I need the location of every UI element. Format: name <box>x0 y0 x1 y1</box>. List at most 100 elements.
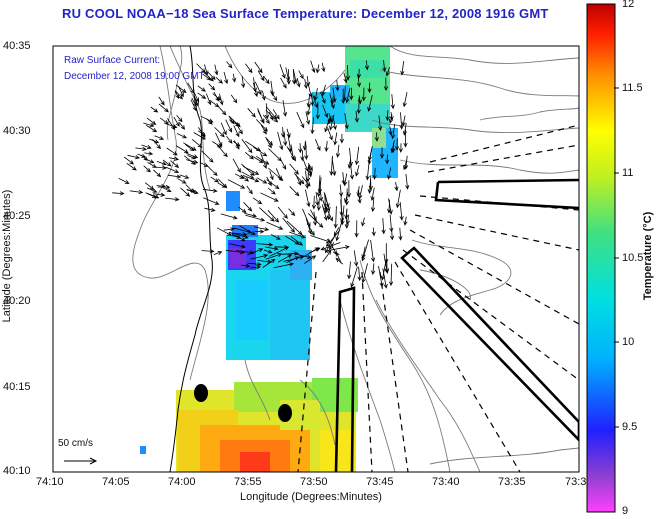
current-vector <box>322 104 329 118</box>
current-vector <box>250 253 269 260</box>
current-vector <box>383 77 389 92</box>
current-vector <box>394 182 399 192</box>
current-vector <box>332 115 337 131</box>
current-vector <box>354 146 360 166</box>
current-vector <box>338 184 344 198</box>
current-vector <box>265 138 272 149</box>
colorbar-tick-label: 9.5 <box>622 421 638 433</box>
current-vector <box>201 150 214 163</box>
current-vector <box>292 253 312 259</box>
current-vector <box>335 251 342 264</box>
current-vector <box>231 232 248 237</box>
current-vector <box>255 155 270 165</box>
current-vector <box>302 140 307 151</box>
current-vector <box>310 209 317 222</box>
map-title: RU COOL NOAA−18 Sea Surface Temperature:… <box>62 6 549 21</box>
current-vector <box>150 106 159 113</box>
shipping-lanes <box>297 124 579 472</box>
current-vector <box>321 84 326 97</box>
current-vector <box>246 185 253 195</box>
current-vector <box>394 138 400 151</box>
current-vector <box>379 147 385 159</box>
current-vector <box>277 206 288 219</box>
current-vector <box>176 133 188 139</box>
current-vector <box>306 164 311 183</box>
current-vector <box>149 138 160 144</box>
current-vector <box>367 82 372 94</box>
current-vector <box>245 63 253 74</box>
current-vector <box>367 175 372 194</box>
current-vector <box>320 91 326 104</box>
current-vector <box>263 249 273 254</box>
current-vector <box>302 247 320 258</box>
current-vector <box>206 118 213 125</box>
current-vector <box>364 60 369 71</box>
coastline <box>169 46 213 472</box>
current-vector <box>153 169 162 178</box>
current-vector <box>355 164 360 177</box>
current-vector <box>403 216 408 226</box>
current-vector <box>361 263 368 284</box>
current-vector <box>232 158 241 173</box>
current-vector <box>335 144 341 158</box>
current-vector <box>312 211 318 226</box>
legend-current-time: December 12, 2008 19:00 GMT <box>64 71 205 82</box>
ytick-label: 40:15 <box>3 381 31 393</box>
current-vector <box>402 92 408 108</box>
current-vector <box>203 197 220 205</box>
colorbar-ticks <box>614 87 619 428</box>
current-vector <box>368 179 373 191</box>
ytick-label: 40:35 <box>3 40 31 52</box>
channel-outlines <box>334 178 579 472</box>
current-vector <box>260 124 267 135</box>
current-vector <box>389 230 395 241</box>
current-vector <box>270 234 281 240</box>
colorbar-tick-label: 10.5 <box>622 252 644 264</box>
current-vector <box>223 227 236 232</box>
current-vector <box>219 93 224 106</box>
current-vector <box>304 170 310 190</box>
current-vector <box>146 187 158 193</box>
current-vector <box>216 227 232 236</box>
xtick-label: 74:00 <box>168 476 196 488</box>
x-axis-label: Longitude (Degrees:Minutes) <box>240 491 382 503</box>
current-vector <box>324 117 330 133</box>
current-vector <box>170 160 180 168</box>
colorbar-tick-label: 12 <box>622 0 635 10</box>
current-vector <box>232 73 237 83</box>
current-vector <box>167 174 182 179</box>
current-vector <box>175 84 187 94</box>
current-vector <box>348 147 353 167</box>
current-vector <box>343 72 348 84</box>
current-vector <box>135 146 148 151</box>
current-vector <box>329 93 335 110</box>
current-vector <box>216 144 228 158</box>
current-vector <box>230 94 238 104</box>
current-vector <box>144 151 154 156</box>
current-vector <box>254 81 262 95</box>
xtick-label: 73:3 <box>565 476 587 488</box>
current-vector <box>389 263 394 287</box>
current-vector <box>169 156 180 161</box>
current-vector <box>399 202 404 221</box>
current-vector <box>144 158 155 164</box>
current-vector <box>282 100 288 117</box>
current-vector <box>234 233 249 239</box>
current-vector <box>322 250 332 263</box>
current-vector <box>173 116 180 127</box>
current-vector <box>357 190 362 204</box>
current-vector <box>349 87 354 101</box>
current-vector <box>226 135 233 144</box>
current-vector <box>158 103 169 113</box>
current-vector <box>327 127 333 141</box>
current-vector <box>405 173 410 190</box>
current-vector <box>209 99 220 108</box>
current-vector <box>123 156 135 165</box>
colorbar <box>586 3 616 513</box>
current-vector <box>323 193 328 214</box>
current-vector <box>315 139 321 152</box>
current-vector <box>289 186 300 197</box>
current-vector <box>342 86 347 102</box>
current-vector <box>330 96 335 106</box>
current-vector <box>310 235 331 243</box>
